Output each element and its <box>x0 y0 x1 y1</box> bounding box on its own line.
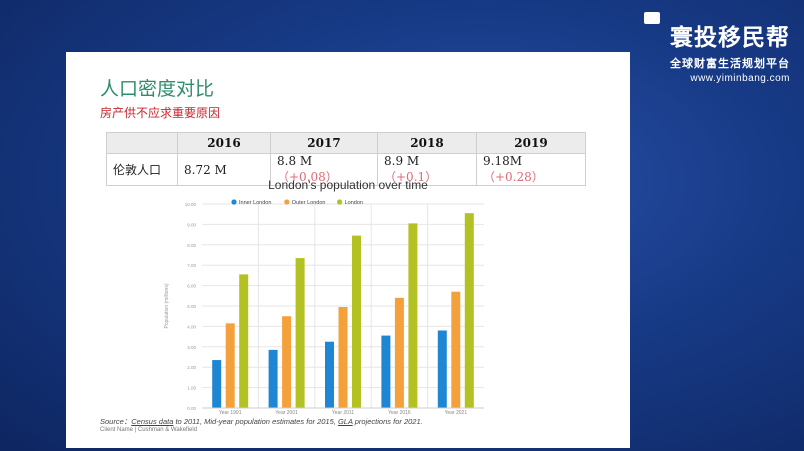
bar-outer-london <box>225 323 235 408</box>
population-delta: （+0.1） <box>384 170 438 184</box>
source-link-census[interactable]: Census data <box>131 417 174 426</box>
y-tick-label: 1.00 <box>187 386 196 391</box>
population-value: 8.8 M <box>277 154 313 168</box>
source-link-gla[interactable]: GLA <box>337 417 353 426</box>
population-cell: 8.72 M <box>177 153 271 186</box>
y-tick-label: 6.00 <box>187 284 196 289</box>
table-header-row: 2016 2017 2018 2019 <box>106 132 586 154</box>
slide-title: 人口密度对比 <box>100 78 215 100</box>
brand-logo: 寰投移民帮 全球财富生活规划平台 www.yiminbang.com <box>644 12 790 84</box>
population-cell: 8.8 M （+0.08） <box>270 153 378 186</box>
year-header: 2017 <box>270 132 378 154</box>
y-tick-label: 5.00 <box>187 304 196 309</box>
source-middle: to 2011, Mid-year population estimates f… <box>173 417 338 426</box>
population-table: 2016 2017 2018 2019 伦敦人口 8.72 M 8.8 M（+0… <box>106 132 586 186</box>
population-delta: （+0.28） <box>483 170 544 184</box>
legend-label: Outer London <box>292 200 326 206</box>
y-axis-label: Population (millions) <box>164 283 170 328</box>
y-tick-label: 7.00 <box>187 263 196 268</box>
bar-london <box>295 258 305 408</box>
x-tick-label: Year 1991 <box>219 410 242 414</box>
bar-outer-london <box>282 316 292 408</box>
bar-inner-london <box>381 335 391 408</box>
legend-marker <box>231 199 237 205</box>
source-prefix: Source： <box>100 417 132 426</box>
year-header: 2018 <box>377 132 477 154</box>
population-value: 8.9 M <box>384 154 420 168</box>
population-delta: （+0.08） <box>277 170 338 184</box>
bar-london <box>239 274 249 408</box>
population-bar-chart: 0.00 1.00 2.00 3.00 4.00 5.00 6.00 7.00 8.00 9.00… <box>164 199 484 414</box>
bar-inner-london <box>268 349 278 408</box>
y-tick-label: 3.00 <box>187 345 196 350</box>
legend-label: London <box>345 200 363 206</box>
legend-marker <box>284 199 290 205</box>
legend-marker <box>337 199 343 205</box>
bar-outer-london <box>451 291 461 408</box>
y-tick-label: 10.00 <box>185 202 197 207</box>
x-tick-label: Year 2021 <box>444 410 467 414</box>
y-tick-label: 9.00 <box>187 222 196 227</box>
y-tick-label: 2.00 <box>187 365 196 370</box>
bar-outer-london <box>338 307 348 408</box>
bar-inner-london <box>325 341 334 408</box>
bar-london <box>408 223 418 408</box>
bar-inner-london <box>437 330 447 408</box>
table-corner-cell <box>106 132 178 154</box>
legend-label: Inner London <box>239 200 271 206</box>
source-note: Source：Census data to 2011, Mid-year pop… <box>100 416 423 427</box>
x-tick-label: Year 2011 <box>332 410 354 414</box>
presentation-slide: 人口密度对比 房产供不应求重要原因 2016 2017 2018 2019 伦敦… <box>66 52 630 448</box>
population-value: 9.18M <box>483 154 523 168</box>
brand-url: www.yiminbang.com <box>690 73 790 84</box>
brand-subtitle: 全球财富生活规划平台 <box>670 57 790 70</box>
population-cell: 8.9 M （+0.1） <box>377 153 477 186</box>
x-tick-label: Year 2016 <box>388 410 411 414</box>
table-row: 伦敦人口 8.72 M 8.8 M（+0.08） 8.9 M（+0.1） 9.1… <box>106 153 586 186</box>
brand-title: 寰投移民帮 <box>670 25 790 51</box>
y-tick-label: 0.00 <box>187 406 196 411</box>
population-value: 8.72 M <box>184 162 227 177</box>
y-tick-label: 8.00 <box>187 243 196 248</box>
year-header: 2019 <box>476 132 586 154</box>
chart-title: London's population over time <box>268 178 428 192</box>
source-suffix: projections for 2021. <box>352 417 423 426</box>
bar-inner-london <box>212 360 222 408</box>
slide-subtitle: 房产供不应求重要原因 <box>100 106 221 120</box>
population-cell: 9.18M （+0.28） <box>476 153 586 186</box>
chat-bubble-icon <box>644 12 660 24</box>
x-tick-label: Year 2001 <box>275 410 298 414</box>
y-tick-label: 4.00 <box>187 324 196 329</box>
bar-london <box>352 235 361 408</box>
client-credit: Client Name | Cushman & Wakefield <box>100 427 198 433</box>
year-header: 2016 <box>177 132 271 154</box>
bar-outer-london <box>394 297 404 408</box>
bar-london <box>464 213 474 408</box>
